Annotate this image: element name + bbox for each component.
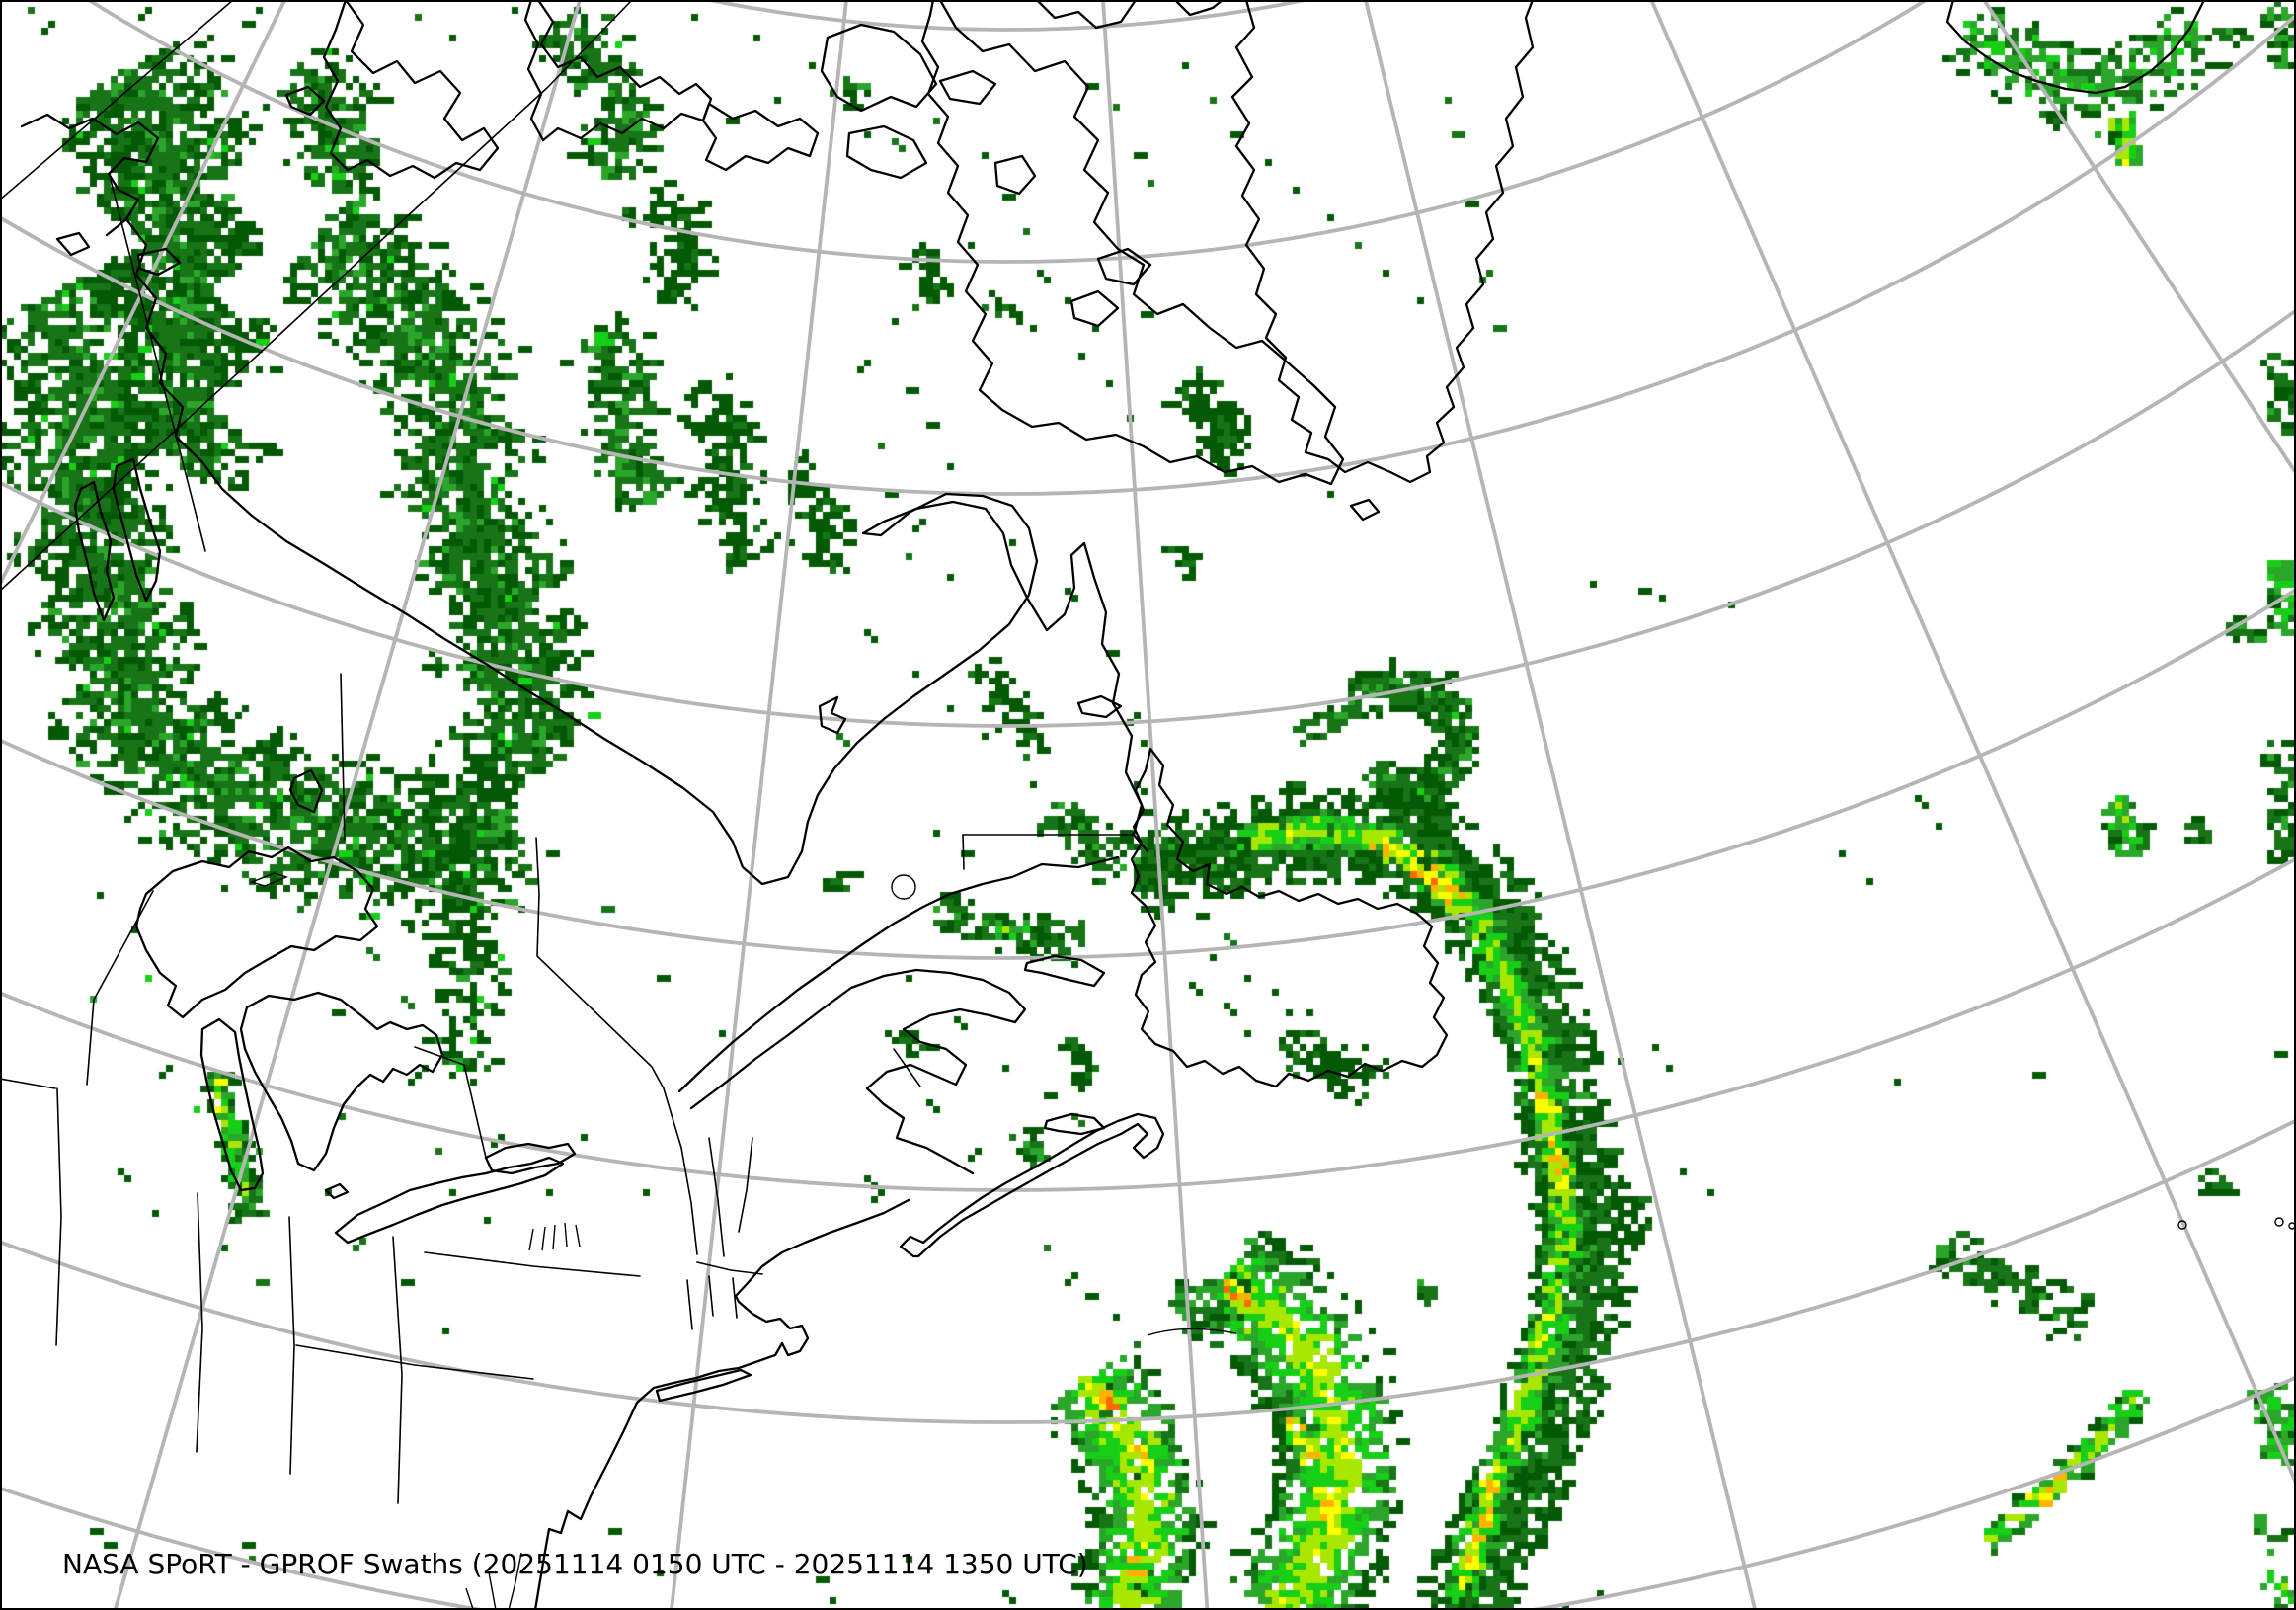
border-line: [732, 1277, 738, 1319]
meridian-line: [1981, 0, 2296, 477]
baffin-island: [920, 0, 1345, 486]
border-line: [663, 1087, 698, 1255]
meridian-line: [1649, 0, 2296, 1489]
lake-ontario: [484, 1142, 577, 1175]
meridian-line: [670, 0, 848, 1610]
border-line: [196, 1192, 203, 1453]
lake-superior: [134, 845, 379, 1019]
iceland: [1945, 0, 2206, 95]
azores-islet: [2177, 1220, 2187, 1230]
mansel-island: [993, 154, 1037, 196]
latitude-line: [0, 1117, 2296, 1424]
lake-winnipeg: [112, 457, 162, 603]
isle-royale: [249, 872, 289, 887]
coastlines: [20, 0, 2296, 1610]
border-line: [110, 179, 206, 552]
latitude-line: [0, 13, 2296, 496]
meridian-line: [1363, 0, 1758, 1610]
long-island: [655, 1368, 752, 1403]
border-line: [295, 1344, 534, 1380]
labrador-melville-lake: [1076, 694, 1123, 719]
border-line: [535, 837, 665, 1089]
foxe-island: [1069, 289, 1120, 328]
belcher-islands: [818, 695, 847, 735]
border-line: [392, 1236, 403, 1504]
nova-scotia: [899, 1112, 1165, 1258]
new-england-coast: [533, 1198, 910, 1610]
arctic-coast: [20, 113, 160, 237]
lake-erie: [334, 1156, 565, 1245]
border-line: [0, 0, 234, 201]
sable-island: [1147, 1328, 1237, 1336]
azores-islet: [2274, 1217, 2284, 1227]
hudson-bay-coast: [124, 217, 1149, 886]
manicouagan-ring: [891, 874, 916, 900]
border-line: [414, 1046, 487, 1159]
border-line: [55, 1087, 62, 1346]
bylot-island-edge: [1173, 0, 1225, 17]
st-lawrence-north-bank: [677, 855, 1120, 1093]
latitude-line: [702, 0, 1312, 32]
arctic-island: [284, 85, 326, 117]
newfoundland: [1130, 747, 1449, 1088]
border-line: [738, 1137, 753, 1233]
border-line: [696, 1261, 763, 1275]
lake-winnipegosis: [73, 480, 116, 622]
finger-lake: [541, 1226, 546, 1251]
border-line: [424, 1251, 641, 1277]
lake-michigan: [199, 1017, 265, 1192]
border-line: [86, 890, 154, 1086]
border-line: [0, 1078, 56, 1089]
map-title-label: NASA SPoRT - GPROF Swaths (20251114 0150…: [62, 1548, 1088, 1580]
meridian-line: [113, 0, 583, 1610]
latitude-line: [0, 307, 2296, 728]
finger-lake: [552, 1224, 556, 1250]
greenland: [1230, 0, 1535, 484]
border-line: [893, 1048, 921, 1087]
st-lawrence-south-bank-gaspe: [689, 968, 1027, 1175]
political-borders: [0, 0, 1134, 1504]
tundra-lake: [55, 231, 91, 257]
chesapeake-inlet: [488, 1571, 497, 1610]
southampton-island: [820, 23, 938, 113]
anticosti-island: [1023, 954, 1106, 988]
finger-lake: [528, 1228, 534, 1251]
lake-st-clair: [324, 1182, 350, 1200]
latitude-line: [0, 855, 2296, 1192]
border-line: [708, 1275, 714, 1317]
victoria-island: [322, 0, 500, 180]
border-line: [962, 834, 965, 870]
foxe-island: [1096, 247, 1152, 286]
chesapeake-inlet: [508, 1552, 522, 1610]
prince-edward-island: [1043, 1112, 1106, 1136]
border-line: [0, 0, 633, 592]
border-line: [288, 1216, 295, 1475]
finger-lake: [575, 1224, 581, 1248]
border-line: [686, 1279, 693, 1330]
coats-island: [845, 124, 928, 180]
lake-nipigon: [288, 768, 324, 814]
salisbury-island: [938, 69, 997, 106]
devon-island-edge: [1035, 0, 1138, 30]
border-line: [708, 1137, 725, 1257]
resolution-island: [1349, 498, 1381, 522]
melville-peninsula: [701, 102, 820, 172]
border-line: [340, 673, 346, 841]
lake-huron: [239, 991, 444, 1172]
meridian-line: [1101, 0, 1210, 1610]
boothia-peninsula: [523, 0, 713, 142]
latitude-line: [0, 587, 2296, 960]
finger-lake: [564, 1222, 568, 1248]
latitude-line: [85, 0, 1930, 264]
meridian-line: [0, 0, 287, 589]
